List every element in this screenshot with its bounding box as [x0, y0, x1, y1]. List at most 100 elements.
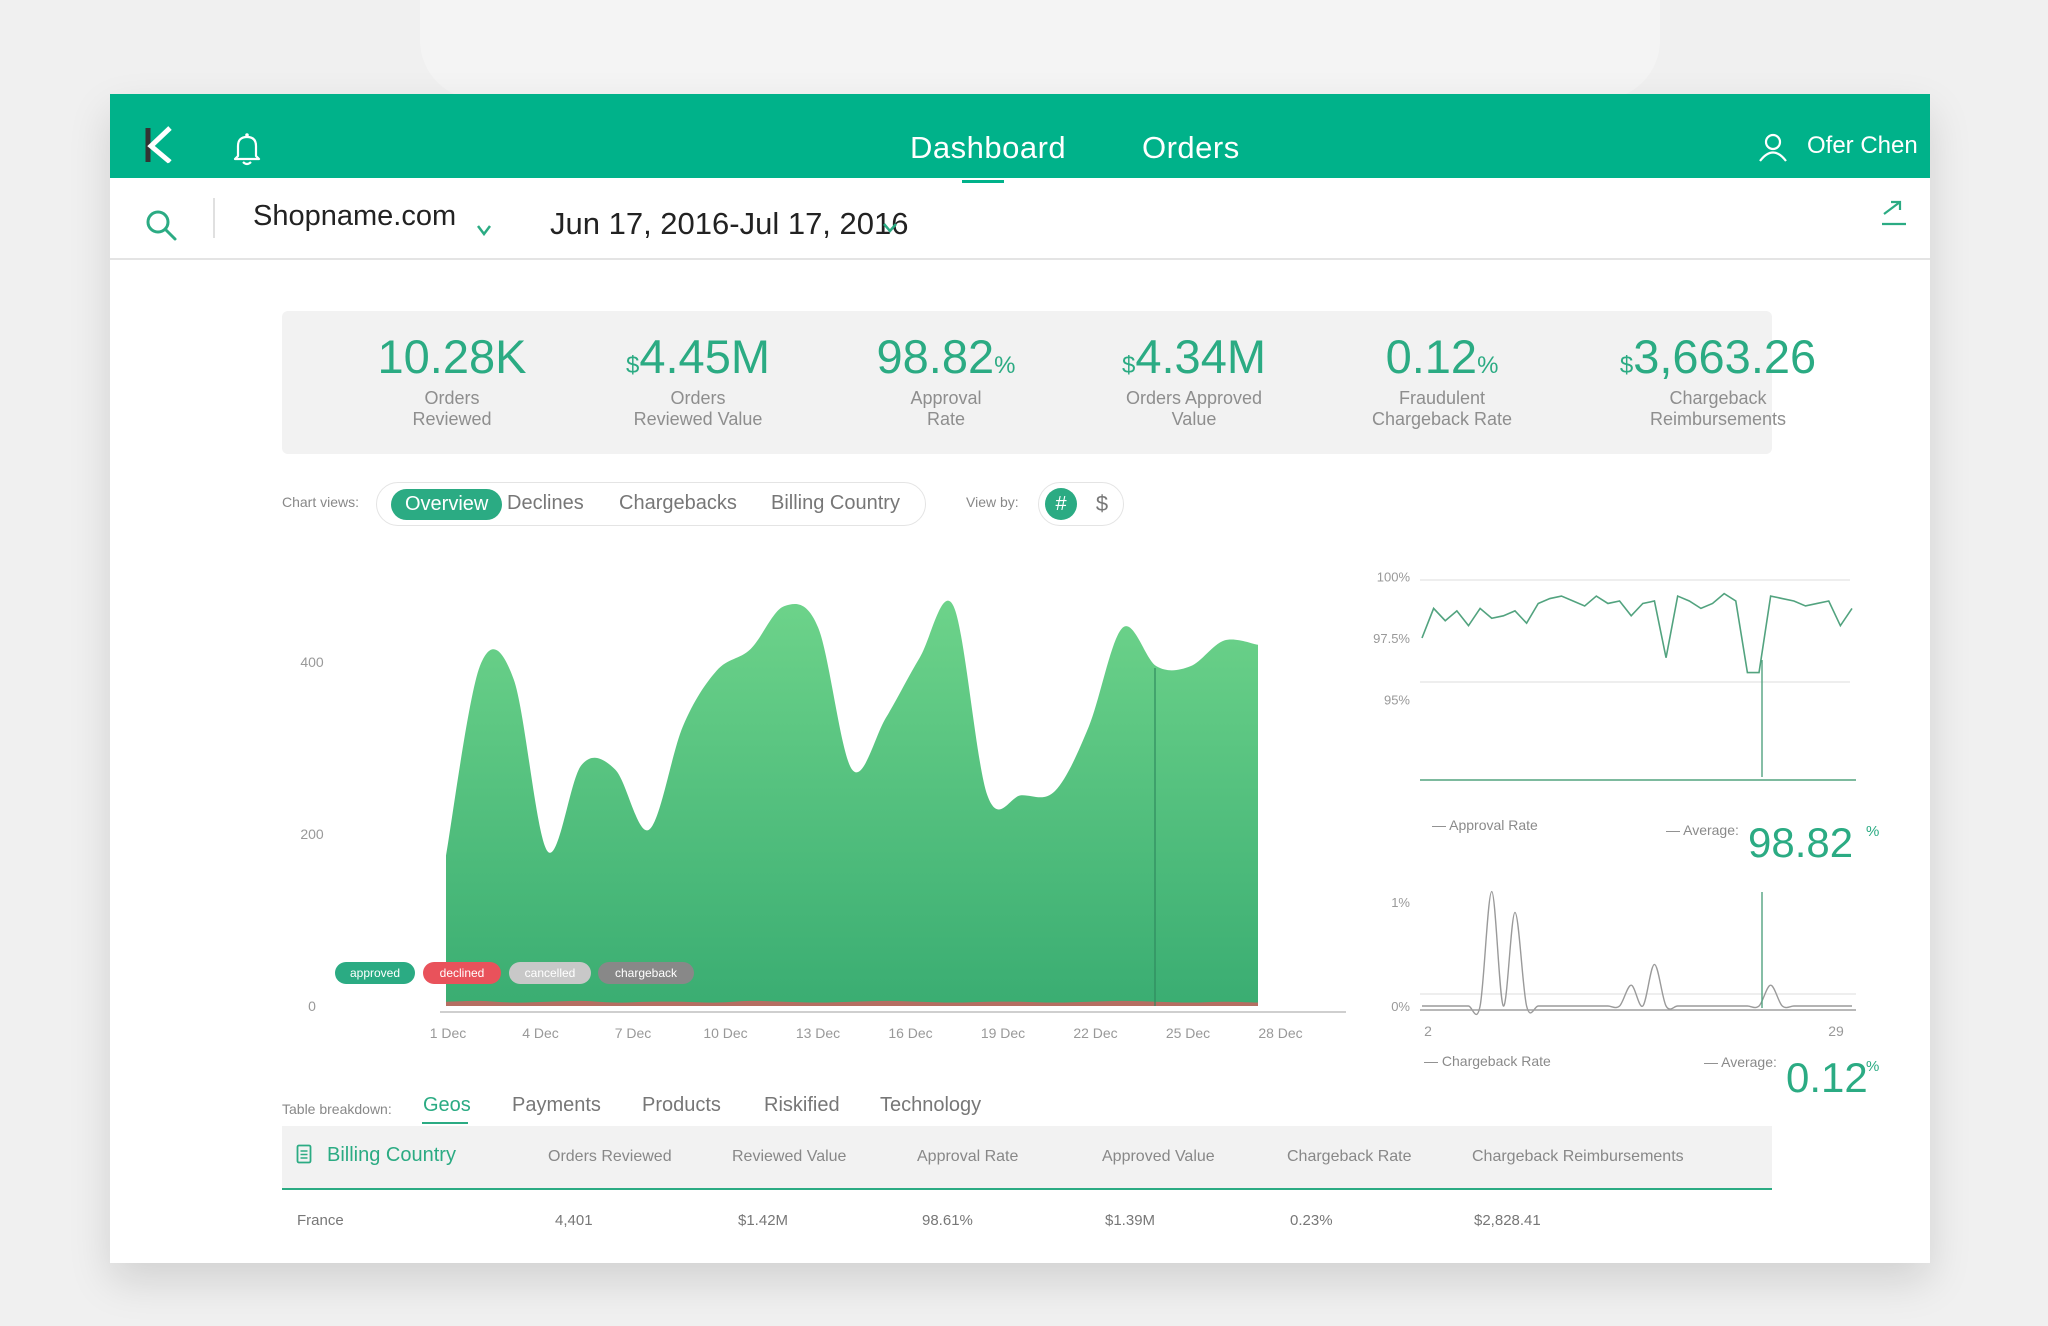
column-header-chargeback-rate[interactable]: Chargeback Rate — [1287, 1148, 1412, 1165]
y-tick-label: 200 — [300, 826, 324, 842]
legend-declined[interactable]: declined — [423, 962, 501, 984]
active-tab-indicator — [422, 1122, 468, 1124]
document-icon — [296, 1144, 312, 1164]
approval-average-suffix: % — [1866, 823, 1879, 840]
date-range-selector[interactable]: Jun 17, 2016-Jul 17, 2016 — [550, 206, 909, 241]
column-header-chargeback-reimbursements[interactable]: Chargeback Reimbursements — [1472, 1148, 1684, 1165]
cell-approved-value: $1.39M — [1105, 1212, 1156, 1229]
chart-view-billing-country[interactable]: Billing Country — [771, 492, 900, 514]
x-tick-label: 29 — [1828, 1023, 1844, 1039]
kpi-label: Orders Reviewed Value — [633, 388, 763, 429]
y-tick-label: 95% — [1384, 693, 1410, 708]
declined-area — [446, 1000, 1258, 1006]
kpi-label: Orders Reviewed — [412, 388, 492, 429]
kpi-orders-approved-value: $4.34M Orders Approved Value — [1074, 329, 1314, 430]
kpi-value: $3,663.26 — [1619, 330, 1817, 383]
approved-area — [446, 600, 1258, 1006]
column-header-approved-value[interactable]: Approved Value — [1102, 1148, 1215, 1165]
x-tick-label: 13 Dec — [796, 1025, 840, 1041]
divider — [213, 198, 215, 238]
approval-average-label: — Average: — [1666, 822, 1739, 838]
cell-reviewed-value: $1.42M — [738, 1212, 789, 1229]
kpi-chargeback-reimbursements: $3,663.26 Chargeback Reimbursements — [1598, 329, 1838, 430]
table-breakdown-label: Table breakdown: — [282, 1101, 392, 1117]
chevron-down-icon[interactable] — [882, 222, 898, 234]
filter-bar: Shopname.com Jun 17, 2016-Jul 17, 2016 — [110, 178, 1930, 260]
tab-technology[interactable]: Technology — [880, 1094, 982, 1116]
kpi-label: Orders Approved Value — [1125, 388, 1263, 429]
table-header: Billing Country Orders Reviewed Reviewed… — [282, 1126, 1772, 1190]
y-tick-label: 97.5% — [1373, 631, 1410, 646]
tab-dashboard[interactable]: Dashboard — [910, 130, 1067, 165]
tab-riskified[interactable]: Riskified — [764, 1094, 840, 1116]
tab-orders[interactable]: Orders — [1142, 130, 1240, 165]
cell-approval-rate: 98.61% — [922, 1212, 973, 1229]
y-tick-label: 100% — [1377, 569, 1411, 584]
view-by-toggle: # $ — [1038, 482, 1124, 526]
x-tick-label: 10 Dec — [703, 1025, 747, 1041]
kpi-value: $4.45M — [626, 330, 770, 383]
y-tick-label: 400 — [300, 654, 324, 670]
legend-approved[interactable]: approved — [335, 962, 415, 984]
cell-chargeback-rate: 0.23% — [1290, 1212, 1333, 1229]
view-by-count-button[interactable]: # — [1045, 488, 1077, 520]
tab-geos[interactable]: Geos — [423, 1094, 471, 1116]
legend-label: declined — [439, 966, 485, 980]
x-tick-label: 22 Dec — [1073, 1025, 1117, 1041]
chargeback-average-suffix: % — [1866, 1058, 1879, 1075]
side-charts: 100%97.5%95% — Approval Rate — Average: … — [1373, 569, 1879, 1101]
search-icon[interactable] — [144, 208, 178, 242]
chargeback-rate-legend: — Chargeback Rate — [1424, 1053, 1551, 1069]
cell-country: France — [297, 1212, 344, 1229]
legend-chargeback[interactable]: chargeback — [598, 962, 694, 984]
chargeback-rate-line — [1422, 890, 1852, 1016]
legend-cancelled[interactable]: cancelled — [509, 962, 591, 984]
export-icon[interactable] — [1880, 198, 1908, 226]
legend-label: cancelled — [524, 966, 576, 980]
top-bar: Dashboard Orders Ofer Chen — [110, 94, 1930, 178]
x-tick-label: 2 — [1424, 1023, 1432, 1039]
column-header-orders-reviewed[interactable]: Orders Reviewed — [548, 1148, 672, 1165]
chargeback-average-value: 0.12 — [1786, 1054, 1868, 1101]
approval-average-value: 98.82 — [1748, 819, 1853, 866]
column-header-approval-rate[interactable]: Approval Rate — [917, 1148, 1019, 1165]
orders-area-chart: 0 200 400 1 Dec 4 Dec 7 Dec 10 Dec 13 Dec 16 De… — [300, 600, 1346, 1041]
y-tick-label: 1% — [1391, 895, 1410, 910]
cell-chargeback-reimbursements: $2,828.41 — [1474, 1212, 1541, 1229]
view-by-value-button[interactable]: $ — [1095, 491, 1109, 516]
kpi-label: Approval Rate — [910, 388, 982, 429]
x-tick-label: 19 Dec — [981, 1025, 1025, 1041]
approval-rate-legend: — Approval Rate — [1432, 817, 1538, 833]
background-shape — [420, 0, 1660, 100]
x-tick-label: 28 Dec — [1258, 1025, 1302, 1041]
kpi-value: 0.12% — [1385, 330, 1499, 383]
kpi-approval-rate: 98.82% Approval Rate — [826, 329, 1066, 430]
kpi-value: 98.82% — [876, 330, 1016, 383]
column-header-billing-country[interactable]: Billing Country — [327, 1144, 456, 1166]
user-name[interactable]: Ofer Chen — [1807, 132, 1918, 159]
shop-selector[interactable]: Shopname.com — [253, 200, 457, 232]
chart-views-switcher: Overview Declines Chargebacks Billing Co… — [376, 482, 926, 526]
kpi-chargeback-rate: 0.12% Fraudulent Chargeback Rate — [1322, 329, 1562, 430]
app-window: Dashboard Orders Ofer Chen Shopname.com … — [110, 94, 1930, 1263]
tab-payments[interactable]: Payments — [512, 1094, 601, 1116]
chart-view-chargebacks[interactable]: Chargebacks — [619, 492, 737, 514]
kpi-value: $4.34M — [1122, 330, 1266, 383]
chart-view-overview[interactable]: Overview — [391, 489, 503, 520]
kpi-label: Fraudulent Chargeback Rate — [1371, 388, 1513, 429]
kpi-orders-reviewed-value: $4.45M Orders Reviewed Value — [578, 329, 818, 430]
kpi-label: Chargeback Reimbursements — [1649, 388, 1787, 429]
logo-icon[interactable] — [140, 124, 176, 168]
cell-orders-reviewed: 4,401 — [555, 1212, 593, 1229]
tab-products[interactable]: Products — [642, 1094, 721, 1116]
bell-icon[interactable] — [232, 132, 262, 166]
chevron-down-icon[interactable] — [476, 224, 492, 236]
user-icon[interactable] — [1758, 132, 1788, 162]
column-header-reviewed-value[interactable]: Reviewed Value — [732, 1148, 847, 1165]
x-tick-label: 25 Dec — [1166, 1025, 1210, 1041]
x-tick-label: 16 Dec — [888, 1025, 932, 1041]
chart-view-declines[interactable]: Declines — [507, 492, 584, 514]
y-tick-label: 0% — [1391, 999, 1410, 1014]
chart-views-label: Chart views: — [282, 494, 360, 510]
approval-rate-line — [1421, 592, 1853, 674]
